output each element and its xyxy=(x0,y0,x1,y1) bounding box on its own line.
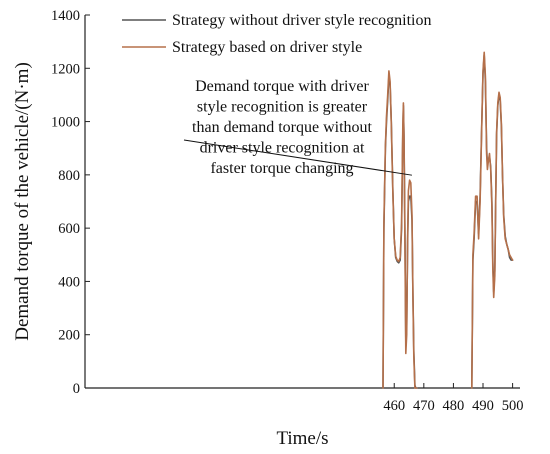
annotation-line: style recognition is greater xyxy=(197,99,368,116)
annotation-line: than demand torque without xyxy=(192,119,373,136)
annotation-line: faster torque changing xyxy=(210,160,353,177)
x-axis-title: Time/s xyxy=(276,428,328,449)
y-tick-label: 400 xyxy=(58,274,80,290)
y-tick-label: 200 xyxy=(58,328,80,344)
tick-marks: 0 200 400 600 800 1000 1200 1400 460 470 480 490 500 xyxy=(51,8,523,414)
y-tick-label: 600 xyxy=(58,221,80,237)
legend-label-1: Strategy without driver style recognitio… xyxy=(172,12,432,29)
y-tick-label: 0 xyxy=(73,381,80,397)
y-tick-label: 1200 xyxy=(51,61,80,77)
x-tick-label: 500 xyxy=(502,398,524,414)
series-line-1 xyxy=(382,54,514,389)
x-tick-label: 490 xyxy=(472,398,494,414)
axes xyxy=(84,15,520,389)
annotation-line: driver style recognition at xyxy=(200,140,365,157)
series-lines xyxy=(382,51,514,389)
annotation-leader-line xyxy=(183,139,412,176)
x-tick-label: 480 xyxy=(443,398,465,414)
y-axis-title: Demand torque of the vehicle/(N·m) xyxy=(12,62,33,341)
legend: Strategy without driver style recognitio… xyxy=(122,12,432,56)
series-line-2 xyxy=(382,51,514,389)
y-tick-label: 800 xyxy=(58,168,80,184)
y-tick-label: 1400 xyxy=(51,8,80,24)
annotation-line: Demand torque with driver xyxy=(195,78,369,95)
y-tick-label: 1000 xyxy=(51,115,80,131)
annotation: Demand torque with driver style recogniti… xyxy=(183,78,412,177)
x-tick-label: 470 xyxy=(413,398,435,414)
legend-label-2: Strategy based on driver style xyxy=(172,39,362,56)
x-tick-label: 460 xyxy=(383,398,405,414)
